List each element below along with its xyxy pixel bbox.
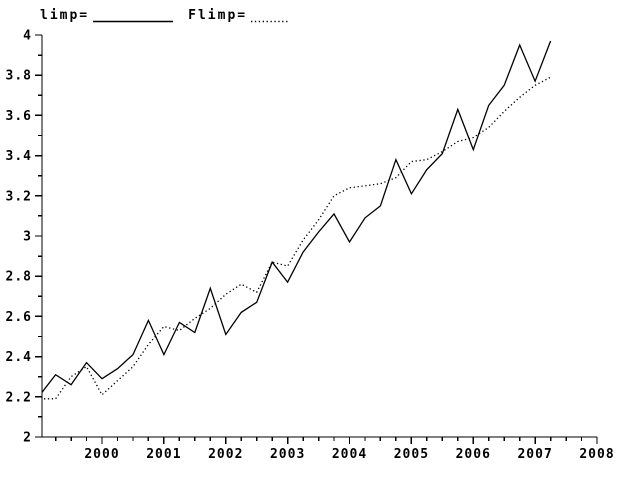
y-tick-label: 3.4 xyxy=(6,149,32,164)
x-tick-label: 2005 xyxy=(394,447,429,462)
y-tick-label: 2 xyxy=(23,431,32,446)
solid-line-swatch xyxy=(93,20,174,23)
y-tick-label: 2.4 xyxy=(6,350,32,365)
legend-label-flimp: Flimp= xyxy=(188,8,248,23)
legend-label-limp: limp= xyxy=(40,8,90,23)
x-tick-label: 2001 xyxy=(146,447,181,462)
x-tick-label: 2003 xyxy=(270,447,305,462)
x-tick-label: 2007 xyxy=(517,447,552,462)
y-tick-label: 2.2 xyxy=(6,390,32,405)
y-tick-label: 4 xyxy=(23,29,32,44)
y-tick-label: 3.6 xyxy=(6,109,32,124)
y-tick-label: 3 xyxy=(23,230,32,245)
series-line-limp xyxy=(42,40,552,394)
y-tick-label: 2.6 xyxy=(6,310,32,325)
y-tick-label: 2.8 xyxy=(6,270,32,285)
x-tick-label: 2006 xyxy=(456,447,491,462)
x-tick-label: 2004 xyxy=(332,447,367,462)
dotted-line-swatch xyxy=(251,20,290,23)
y-tick-label: 3.2 xyxy=(6,189,32,204)
x-tick-label: 2008 xyxy=(579,447,614,462)
x-tick-label: 2000 xyxy=(84,447,119,462)
legend: limp= Flimp= xyxy=(40,6,290,26)
series-line-flimp xyxy=(42,76,551,400)
x-tick-label: 2002 xyxy=(208,447,243,462)
y-tick-label: 3.8 xyxy=(6,69,32,84)
